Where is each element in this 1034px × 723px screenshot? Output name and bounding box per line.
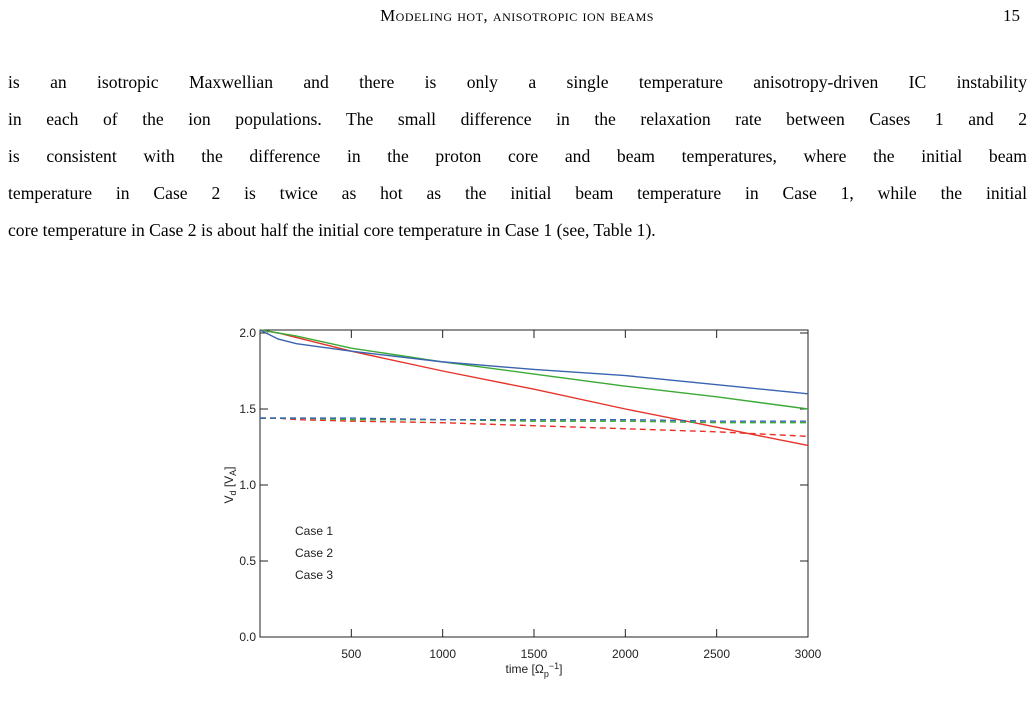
y-tick-label: 0.5 bbox=[239, 554, 256, 568]
y-label-part: d bbox=[228, 491, 238, 496]
x-label-part: time [Ω bbox=[506, 662, 544, 676]
legend-entry: Case 1 bbox=[295, 524, 333, 538]
x-tick-label: 3000 bbox=[795, 647, 822, 661]
text-line: in each of the ion populations. The smal… bbox=[8, 109, 1027, 129]
y-label-part: V bbox=[222, 496, 236, 504]
x-label-part: ] bbox=[559, 662, 562, 676]
x-tick-label: 500 bbox=[341, 647, 361, 661]
text-line: temperature in Case 2 is twice as hot as… bbox=[8, 183, 1027, 203]
legend-entry: Case 3 bbox=[295, 568, 333, 582]
y-tick-label: 0.0 bbox=[239, 630, 256, 644]
x-tick-label: 2500 bbox=[703, 647, 730, 661]
y-tick-label: 2.0 bbox=[239, 326, 256, 340]
y-tick-label: 1.5 bbox=[239, 402, 256, 416]
x-axis-label: time [Ωp−1] bbox=[506, 661, 563, 679]
running-header: Modeling hot, anisotropic ion beams bbox=[380, 6, 654, 25]
x-tick-label: 2000 bbox=[612, 647, 639, 661]
x-tick-label: 1500 bbox=[521, 647, 548, 661]
page-number: 15 bbox=[1003, 6, 1020, 25]
y-label-part: A bbox=[228, 470, 238, 476]
dashed-line bbox=[260, 417, 808, 422]
y-label-part: [V bbox=[222, 476, 236, 491]
line bbox=[259, 329, 809, 447]
text-line: core temperature in Case 2 is about half… bbox=[8, 220, 656, 240]
text-line: is consistent with the difference in the… bbox=[8, 146, 1027, 166]
y-axis-label: Vd [VA] bbox=[222, 466, 238, 503]
plot-frame bbox=[259, 329, 809, 638]
x-tick-label: 1000 bbox=[429, 647, 456, 661]
x-label-part: −1 bbox=[549, 661, 559, 671]
legend-entry: Case 2 bbox=[295, 546, 333, 560]
y-tick-label: 1.0 bbox=[239, 478, 256, 492]
x-label-part: p bbox=[544, 669, 549, 679]
text-line: is an isotropic Maxwellian and there is … bbox=[8, 72, 1027, 92]
line bbox=[259, 329, 809, 395]
y-label-part: ] bbox=[222, 466, 236, 469]
